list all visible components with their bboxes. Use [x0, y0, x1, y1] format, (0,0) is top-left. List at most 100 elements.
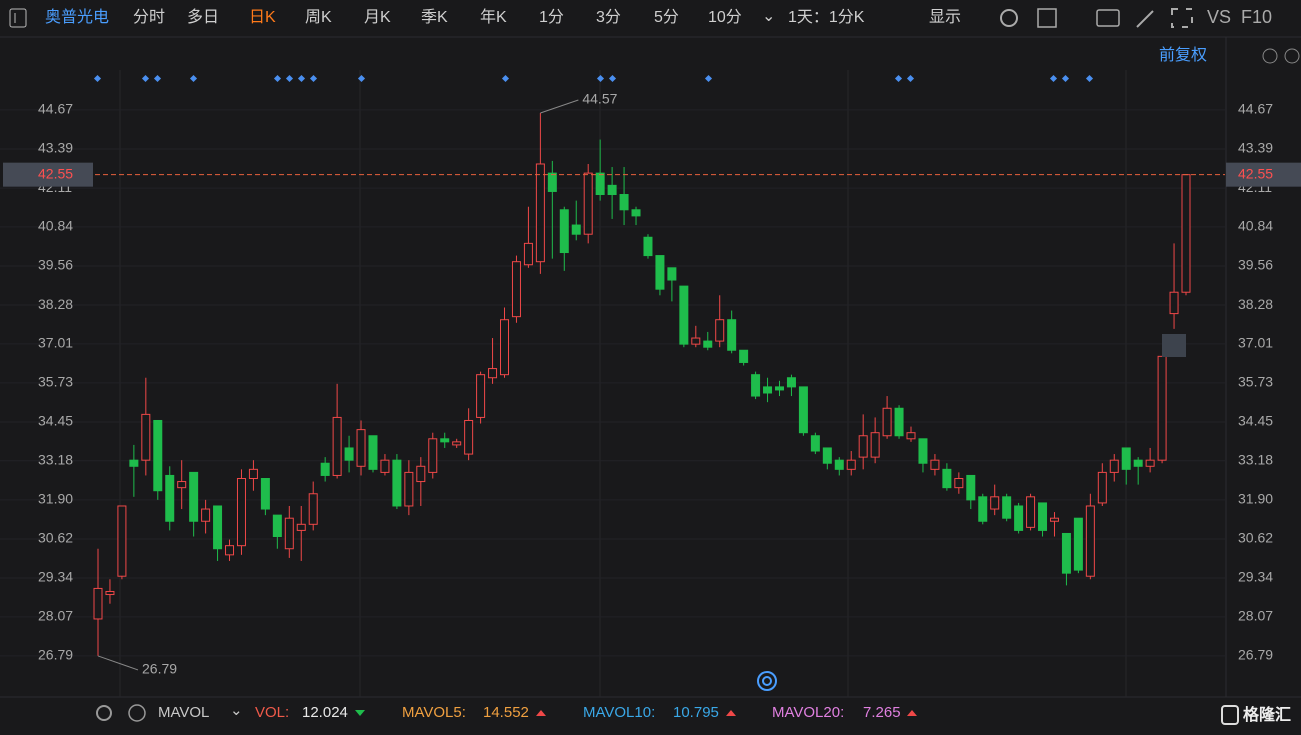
- candle-body: [595, 172, 605, 196]
- candle-body: [153, 419, 163, 492]
- candle-body: [248, 468, 258, 479]
- mavol10-value: 10.795: [673, 704, 719, 721]
- candle-body: [1085, 505, 1095, 577]
- candle-body: [1097, 471, 1107, 504]
- logo-icon: [1221, 705, 1239, 725]
- event-markers: [93, 74, 1094, 83]
- candle-body: [272, 514, 282, 538]
- candle-body: [643, 236, 653, 257]
- candle-body: [320, 462, 330, 476]
- candle-body: [583, 172, 593, 235]
- settings-icon[interactable]: [1000, 9, 1018, 27]
- last-price-label: 42.55: [38, 165, 73, 181]
- tab[interactable]: 季K: [421, 8, 448, 26]
- mavol10-label: MAVOL10:: [583, 704, 655, 721]
- candle-body: [822, 447, 832, 464]
- stock-name[interactable]: 奥普光电: [45, 8, 109, 26]
- tab[interactable]: 10分: [708, 8, 742, 26]
- y-tick-label: 29.34: [38, 569, 73, 585]
- y2-tick-label: 44.67: [1238, 101, 1273, 117]
- camera-icon[interactable]: [1096, 9, 1120, 27]
- tab[interactable]: 分时: [133, 8, 165, 26]
- candle-body: [798, 386, 808, 434]
- candle-body: [655, 255, 665, 290]
- y2-tick-label: 35.73: [1238, 374, 1273, 390]
- candle-body: [236, 477, 246, 547]
- period-select[interactable]: 1天：1分K: [788, 8, 865, 26]
- candle-body: [715, 319, 725, 342]
- tabs: 分时 多日 日K 周K 月K 季K 年K 1分 3分 5分 10分: [133, 8, 742, 26]
- candle-body: [559, 209, 569, 254]
- candle-body: [1073, 517, 1083, 571]
- candle-body: [1049, 517, 1059, 522]
- candle-body: [141, 413, 151, 461]
- adjust-select[interactable]: 前复权: [1159, 46, 1207, 64]
- indicator-close[interactable]: [128, 704, 146, 722]
- y2-tick-label: 30.62: [1238, 530, 1273, 546]
- candle-body: [990, 496, 1000, 510]
- y2-tick-label: 40.84: [1238, 218, 1273, 234]
- y2-tick-label: 39.56: [1238, 257, 1273, 273]
- candle-body: [201, 508, 211, 522]
- y-tick-label: 38.28: [38, 296, 73, 312]
- last-price-label: 42.55: [1238, 165, 1273, 181]
- menu-icon[interactable]: [9, 8, 27, 28]
- tab[interactable]: 周K: [305, 9, 332, 26]
- candle-body: [786, 377, 796, 388]
- candle-body: [547, 172, 557, 192]
- indicator-name[interactable]: MAVOL: [158, 704, 209, 721]
- tab[interactable]: 多日: [187, 8, 219, 26]
- trend-down: [355, 710, 365, 716]
- y-tick-label: 33.18: [38, 451, 73, 467]
- candle-body: [117, 505, 127, 577]
- y2-tick-label: 33.18: [1238, 451, 1273, 467]
- candle-body: [703, 340, 713, 348]
- candle-body: [416, 465, 426, 483]
- candle-body: [1014, 505, 1024, 531]
- candle-body: [1121, 447, 1131, 470]
- y-tick-label: 26.79: [38, 647, 73, 663]
- y-tick-label: 37.01: [38, 335, 73, 351]
- tab[interactable]: 日K: [249, 9, 276, 26]
- min-leader: [97, 655, 139, 671]
- candle-body: [810, 435, 820, 452]
- tab[interactable]: 月K: [364, 9, 391, 26]
- trend-up: [907, 710, 917, 716]
- tab[interactable]: 3分: [596, 8, 621, 26]
- tab[interactable]: 年K: [480, 8, 507, 26]
- pen-icon[interactable]: [1136, 10, 1154, 28]
- candle-body: [488, 368, 498, 379]
- zoom-out[interactable]: [1262, 48, 1278, 64]
- dropdown-caret[interactable]: ⌄: [762, 8, 775, 25]
- f10-button[interactable]: F10: [1241, 7, 1272, 27]
- zoom-in[interactable]: [1284, 48, 1300, 64]
- candle-body: [1157, 355, 1167, 461]
- y2-tick-label: 29.34: [1238, 569, 1273, 585]
- candle-body: [1109, 459, 1119, 473]
- y2-tick-label: 37.01: [1238, 335, 1273, 351]
- tab[interactable]: 5分: [654, 8, 679, 26]
- candle-body: [476, 374, 486, 418]
- vol-value: 12.024: [302, 704, 348, 721]
- vs-button[interactable]: VS: [1207, 7, 1231, 27]
- y2-tick-label: 28.07: [1238, 608, 1273, 624]
- fullscreen-icon[interactable]: [1171, 8, 1193, 28]
- candle-body: [966, 474, 976, 501]
- candle-body: [739, 349, 749, 363]
- candle-body: [751, 374, 761, 397]
- mavol5-label: MAVOL5:: [402, 704, 466, 721]
- candle-body: [213, 505, 223, 550]
- candle-body: [1169, 291, 1179, 315]
- plot: 26.79 26.79 28.07 28.07 29.34 29.34 30.62 30.62…: [0, 91, 1301, 677]
- max-label: 44.57: [582, 91, 617, 107]
- y-tick-label: 28.07: [38, 608, 73, 624]
- locate-icon[interactable]: [757, 671, 777, 691]
- indicator-settings[interactable]: [96, 705, 112, 721]
- draw-icon[interactable]: [1037, 8, 1057, 28]
- indicator-caret[interactable]: ⌄: [230, 702, 243, 719]
- tab[interactable]: 1分: [539, 8, 564, 26]
- display-menu[interactable]: 显示: [929, 9, 961, 26]
